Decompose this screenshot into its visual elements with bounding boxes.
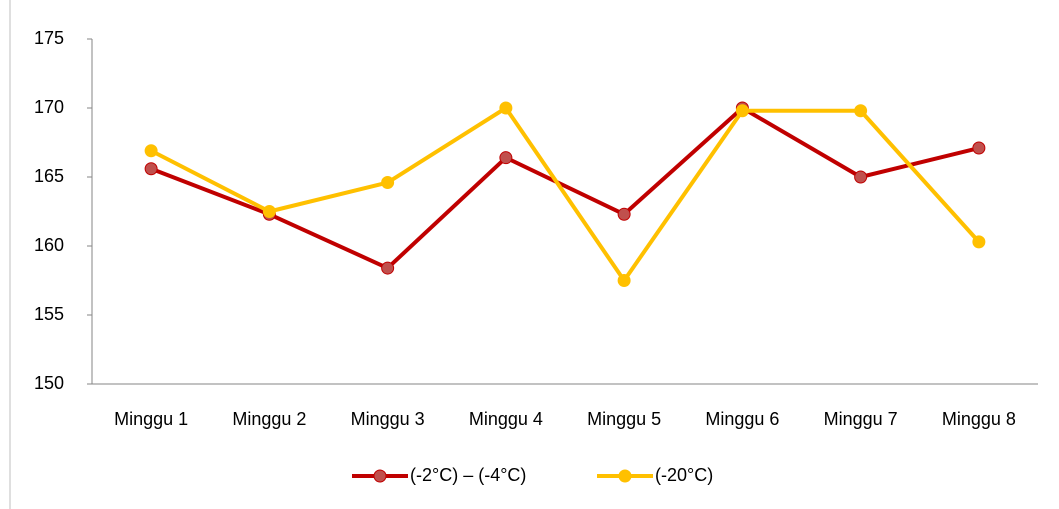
series-line: [150, 106, 981, 283]
data-point: [854, 170, 868, 184]
data-point: [617, 207, 631, 221]
data-point: [972, 141, 986, 155]
x-tick-label: Minggu 5: [587, 409, 661, 429]
x-tick-label: Minggu 2: [232, 409, 306, 429]
data-point: [617, 274, 631, 287]
data-point: [735, 104, 749, 118]
y-tick-label: 175: [34, 28, 64, 48]
legend-label: (-20°C): [655, 465, 713, 485]
legend-label: (-2°C) – (-4°C): [410, 465, 526, 485]
legend-marker: [373, 469, 387, 483]
data-point: [854, 104, 868, 118]
x-tick-label: Minggu 4: [469, 409, 543, 429]
x-tick-label: Minggu 6: [705, 409, 779, 429]
y-tick-label: 165: [34, 166, 64, 186]
x-tick-label: Minggu 8: [942, 409, 1016, 429]
y-tick-label: 160: [34, 235, 64, 255]
x-tick-label: Minggu 7: [824, 409, 898, 429]
y-tick-label: 155: [34, 304, 64, 324]
series-line: [150, 106, 980, 271]
data-point: [499, 101, 513, 115]
data-point: [381, 176, 395, 190]
data-point: [144, 162, 158, 176]
data-point: [972, 235, 986, 249]
chart-frame: [9, 0, 11, 509]
data-point: [381, 261, 395, 275]
y-tick-label: 150: [34, 373, 64, 393]
data-point: [499, 151, 513, 165]
x-tick-label: Minggu 3: [351, 409, 425, 429]
data-point: [144, 144, 158, 158]
x-tick-label: Minggu 1: [114, 409, 188, 429]
y-tick-label: 170: [34, 97, 64, 117]
data-point: [262, 205, 276, 218]
legend-marker: [618, 469, 632, 483]
